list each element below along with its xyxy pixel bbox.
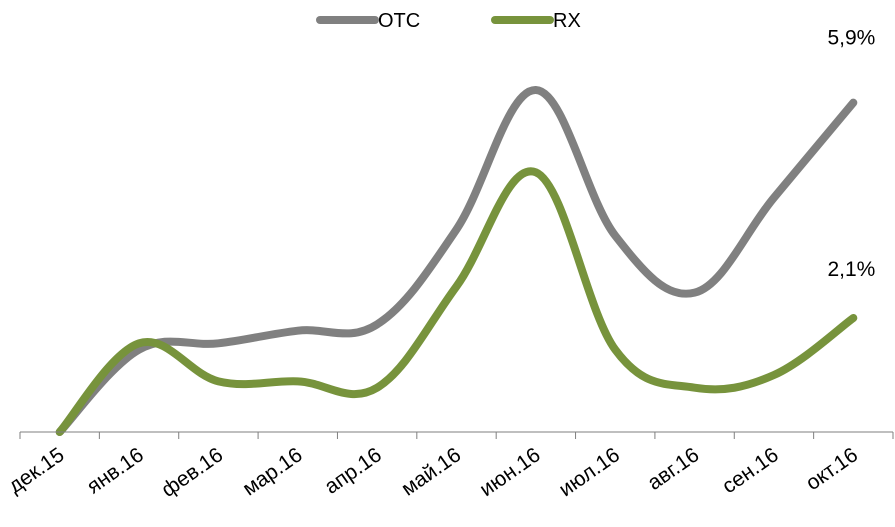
x-tick-label: дек.15 xyxy=(4,443,68,498)
x-tick-label: май.16 xyxy=(397,443,465,500)
x-tick-label: фев.16 xyxy=(157,443,227,502)
x-tick-label: июн.16 xyxy=(476,443,545,501)
x-tick-label: июл.16 xyxy=(555,443,624,501)
data-labels: 5,9% 2,1% xyxy=(827,27,875,281)
series-line-rx xyxy=(60,171,854,432)
x-tick-label: янв.16 xyxy=(83,443,148,498)
plot-area xyxy=(60,90,854,432)
x-tick-label: апр.16 xyxy=(320,443,386,499)
legend-label: OTC xyxy=(378,10,420,32)
data-label: 2,1% xyxy=(827,258,875,281)
legend-label: RX xyxy=(553,10,581,32)
legend: OTC RX xyxy=(320,10,581,32)
x-tick-label: авг.16 xyxy=(643,443,703,495)
x-tick-label: мар.16 xyxy=(239,443,307,500)
data-label: 5,9% xyxy=(827,27,875,50)
x-tick-label: сен.16 xyxy=(718,443,783,498)
series-line-otc xyxy=(60,90,854,432)
x-tick-label: окт.16 xyxy=(802,443,862,495)
